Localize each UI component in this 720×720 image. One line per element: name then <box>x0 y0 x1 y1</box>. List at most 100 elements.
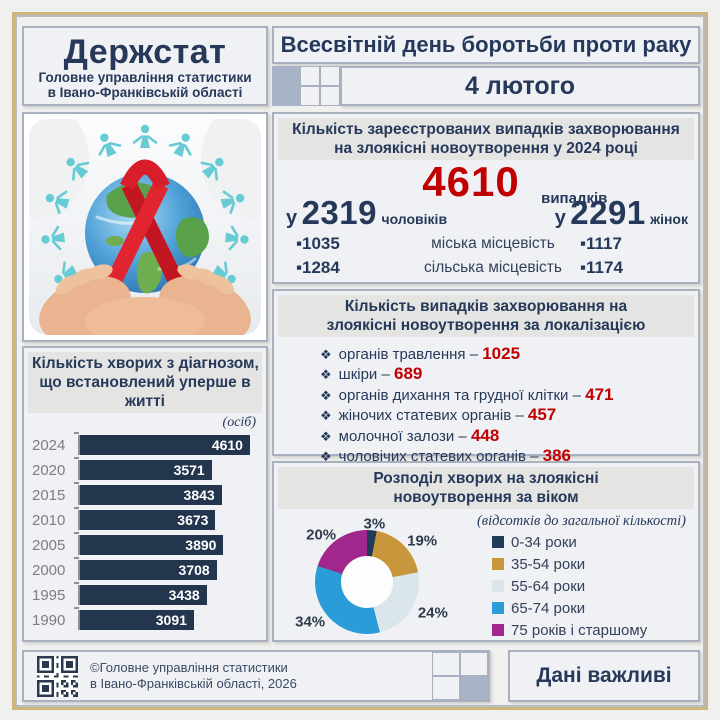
total-cases-value: 4610 <box>422 158 520 205</box>
hands-icon <box>39 264 251 335</box>
legend-item: 55-64 роки <box>492 575 647 597</box>
bar-value: 3890 <box>80 535 224 555</box>
diamond-bullet-icon: ❖ <box>320 408 332 424</box>
bar-value: 3091 <box>80 610 194 630</box>
footer-copyright-box: ©Головне управління статистики в Івано-Ф… <box>22 650 490 702</box>
bar-row: 2005 3890 <box>30 532 258 555</box>
age-chart-title: Розподіл хворих на злоякісні новоутворен… <box>278 467 694 509</box>
decor-filled-square <box>272 66 300 106</box>
localization-item-value: 689 <box>393 364 423 384</box>
event-date: 4 лютого <box>340 66 700 106</box>
bar-year-label: 1995 <box>32 586 66 604</box>
localization-item-label: органів травлення – <box>338 346 483 363</box>
legend-item: 65-74 роки <box>492 597 647 619</box>
decor-grid-cell <box>300 86 320 106</box>
localization-title: Кількість випадків захворювання на злояк… <box>278 295 694 337</box>
bar-track: 3091 <box>74 607 258 630</box>
locality-right-value: ▪1174 <box>580 258 623 277</box>
locality-label: сільська місцевість <box>424 259 562 276</box>
locality-row: ▪1035 міська місцевість ▪1117 <box>274 232 698 256</box>
localization-item-value: 386 <box>542 446 571 466</box>
bar-track: 3571 <box>74 457 258 480</box>
bar-row: 2020 3571 <box>30 457 258 480</box>
bar-track: 3843 <box>74 482 258 505</box>
legend-item: 0-34 роки <box>492 531 647 553</box>
women-cases-label: жінок <box>650 211 688 227</box>
bar-track: 3438 <box>74 582 258 605</box>
locality-left-value: ▪1284 <box>296 258 340 277</box>
bar-year-label: 2000 <box>32 561 66 579</box>
cases-stats: 4610 випадків у 2319 чоловіків у 2291 жі… <box>274 158 698 231</box>
bar-chart-title: Кількість хворих з діагнозом, що встанов… <box>28 352 262 413</box>
localization-item: ❖ шкіри – 689 <box>320 364 698 384</box>
decor-grid-cell-filled <box>460 676 488 700</box>
footer-slogan: Дані важливі <box>508 650 700 702</box>
bar-row: 2024 4610 <box>30 432 258 455</box>
localization-item: ❖ жіночих статевих органів – 457 <box>320 405 698 425</box>
localization-item: ❖ органів дихання та грудної клітки – 471 <box>320 385 698 405</box>
decor-grid-cell <box>320 86 340 106</box>
bar-row: 2015 3843 <box>30 482 258 505</box>
bar-track: 3673 <box>74 507 258 530</box>
localization-item: ❖ чоловічих статевих органів – 386 <box>320 446 698 466</box>
bar-value: 3673 <box>80 510 216 530</box>
bar-value: 4610 <box>80 435 250 455</box>
decor-grid-cell <box>320 66 340 86</box>
date-row: 4 лютого <box>272 66 700 106</box>
localization-item-label: молочної залози – <box>338 427 471 445</box>
decor-grid-cell <box>432 676 460 700</box>
localization-item-value: 457 <box>527 405 557 425</box>
total-cases-unit: випадків <box>541 190 608 207</box>
bar-year-label: 2015 <box>32 486 66 504</box>
women-cases: у 2291 жінок <box>554 194 688 231</box>
donut-chart <box>315 530 419 634</box>
bar-chart-unit-note: (осіб) <box>222 415 256 430</box>
bar-row: 1990 3091 <box>30 607 258 630</box>
bar-track: 3708 <box>74 557 258 580</box>
bar-value: 3571 <box>80 460 212 480</box>
diamond-bullet-icon: ❖ <box>320 347 332 362</box>
cases-title: Кількість зареєстрованих випадків захвор… <box>278 118 694 160</box>
footer-decor-grid <box>432 652 488 700</box>
bar-row: 2000 3708 <box>30 557 258 580</box>
localization-list: ❖ органів травлення – 1025 ❖ шкіри – 689 ❖ ор… <box>320 344 698 466</box>
legend-swatch <box>492 536 504 548</box>
bar-track: 3890 <box>74 532 258 555</box>
diamond-bullet-icon: ❖ <box>320 428 332 444</box>
diamond-bullet-icon: ❖ <box>320 367 332 383</box>
legend-label: 75 років і старшому <box>511 621 648 639</box>
age-distribution-panel: Розподіл хворих на злоякісні новоутворен… <box>272 461 700 642</box>
bar-row: 2010 3673 <box>30 507 258 530</box>
legend-swatch <box>492 602 504 614</box>
locality-rows: ▪1035 міська місцевість ▪1117 ▪1284 сільська… <box>274 232 698 280</box>
bar-year-label: 2024 <box>32 436 66 454</box>
men-cases: у 2319 чоловіків <box>286 194 448 231</box>
legend-item: 35-54 роки <box>492 553 647 575</box>
brand-box: Держстат Головне управління статистики в… <box>22 26 268 106</box>
bar-value: 3438 <box>80 585 207 605</box>
pie-percentage-label: 20% <box>306 526 337 544</box>
localization-item-label: шкіри – <box>338 366 394 384</box>
locality-left-value: ▪1035 <box>296 234 340 253</box>
locality-right-value: ▪1117 <box>580 234 622 253</box>
decor-grid-cell <box>460 652 488 676</box>
pie-percentage-label: 24% <box>417 604 448 622</box>
cases-panel: Кількість зареєстрованих випадків захвор… <box>272 112 700 284</box>
legend-label: 0-34 роки <box>511 533 577 551</box>
legend-swatch <box>492 558 504 570</box>
localization-item-label: органів дихання та грудної клітки – <box>338 386 586 404</box>
men-cases-label: чоловіків <box>381 211 448 227</box>
bar-chart-rows: 2024 4610 2020 3571 2015 3843 2010 3673 2005 3890… <box>30 432 258 630</box>
pie-percentage-label: 34% <box>295 613 326 631</box>
bar-value: 3708 <box>80 560 217 580</box>
bar-year-label: 2005 <box>32 536 66 554</box>
bar-year-label: 1990 <box>32 611 66 629</box>
brand-title: Держстат <box>63 33 227 71</box>
women-cases-value: 2291 <box>570 194 646 231</box>
legend-swatch <box>492 580 504 592</box>
localization-panel: Кількість випадків захворювання на злояк… <box>272 289 700 465</box>
locality-row: ▪1284 сільська місцевість ▪1174 <box>274 256 698 280</box>
decor-grid-cell <box>300 66 320 86</box>
decor-grid-cell <box>432 652 460 676</box>
copyright-text: ©Головне управління статистики в Івано-Ф… <box>90 660 297 691</box>
